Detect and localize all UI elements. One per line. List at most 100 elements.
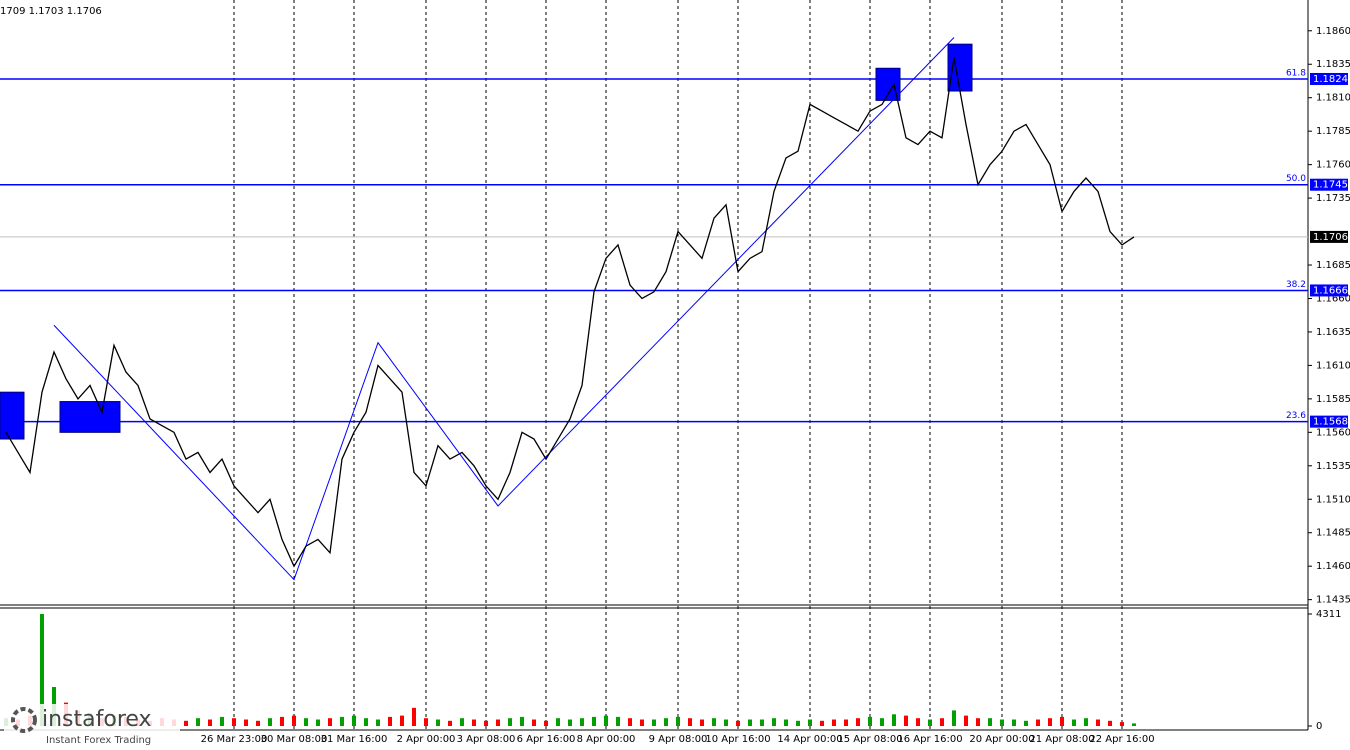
zone: [59, 401, 121, 433]
volume-bar: [556, 718, 560, 726]
y-tick-label: 1.1585: [1316, 394, 1350, 405]
volume-bar: [1036, 719, 1040, 726]
volume-bar: [544, 720, 548, 726]
logo-tagline: Instant Forex Trading: [46, 735, 151, 746]
y-tick-label: 1.1735: [1316, 193, 1350, 204]
logo-name: instaforex: [42, 707, 152, 732]
volume-bar: [976, 718, 980, 726]
current-price-box: [1310, 230, 1348, 243]
volume-bar: [1024, 720, 1028, 726]
volume-bar: [736, 720, 740, 726]
x-tick-label: 22 Apr 16:00: [1089, 734, 1154, 745]
volume-bar: [244, 719, 248, 726]
y-tick-label: 1.1560: [1316, 427, 1350, 438]
volume-bar: [1048, 718, 1052, 726]
volume-bar: [652, 719, 656, 726]
volume-bar: [916, 718, 920, 726]
x-tick-label: 31 Mar 16:00: [321, 734, 388, 745]
volume-bar: [628, 718, 632, 726]
y-tick-label: 1.1485: [1316, 528, 1350, 539]
volume-bar: [988, 718, 992, 726]
volume-bar: [1060, 716, 1064, 726]
x-tick-label: 2 Apr 00:00: [397, 734, 456, 745]
volume-bar: [592, 716, 596, 726]
volume-bar: [568, 719, 572, 726]
current-price-label: 1.1706: [1313, 232, 1348, 243]
volume-bar: [196, 718, 200, 726]
x-tick-label: 10 Apr 16:00: [705, 734, 770, 745]
x-tick-label: 8 Apr 00:00: [577, 734, 636, 745]
y-tick-label: 1.1510: [1316, 494, 1350, 505]
volume-bar: [712, 718, 716, 726]
volume-bar: [364, 718, 368, 726]
x-tick-label: 20 Apr 00:00: [969, 734, 1034, 745]
level-price-box: [1310, 178, 1348, 191]
volume-bar: [388, 716, 392, 726]
volume-bar: [724, 719, 728, 726]
volume-bar: [460, 718, 464, 726]
volume-bar: [220, 716, 224, 726]
volume-bar: [1108, 720, 1112, 726]
logo-icon: [11, 707, 37, 733]
volume-bar: [808, 719, 812, 726]
volume-bar: [448, 720, 452, 726]
level-price-box: [1310, 284, 1348, 297]
x-tick-label: 16 Apr 16:00: [897, 734, 962, 745]
volume-bar: [316, 719, 320, 726]
header: 1709 1.1703 1.1706: [0, 6, 102, 17]
y-tick-label: 1.1610: [1316, 360, 1350, 371]
volume-bar: [292, 715, 296, 726]
volume-bar: [1084, 718, 1088, 726]
level-price-label: 1.1824: [1313, 74, 1348, 85]
x-tick-label: 21 Apr 08:00: [1029, 734, 1094, 745]
volume-bar: [472, 719, 476, 726]
y-tick-label: 1.1635: [1316, 327, 1350, 338]
volume-bar: [880, 718, 884, 726]
volume-bar: [1012, 719, 1016, 726]
volume-bar: [304, 718, 308, 726]
y-tick-label: 1.1535: [1316, 461, 1350, 472]
y-tick-label: 1.1660: [1316, 293, 1350, 304]
volume-bar: [760, 719, 764, 726]
y-tick-label: 1.1785: [1316, 126, 1350, 137]
x-tick-label: 6 Apr 16:00: [517, 734, 576, 745]
volume-bar: [784, 719, 788, 726]
volume-bar: [1120, 722, 1124, 726]
level-price-box: [1310, 415, 1348, 428]
volume-bar: [868, 716, 872, 726]
volume-bar: [580, 718, 584, 726]
volume-bar: [856, 718, 860, 726]
volume-bar: [436, 719, 440, 726]
volume-bar: [940, 718, 944, 726]
y-tick-label: 1.1810: [1316, 93, 1350, 104]
fib-label: 38.2: [1286, 280, 1306, 290]
volume-bar: [1072, 719, 1076, 726]
volume-bar: [1000, 719, 1004, 726]
volume-bar: [928, 719, 932, 726]
level-price-box: [1310, 72, 1348, 85]
x-tick-label: 3 Apr 08:00: [457, 734, 516, 745]
y-tick-label: 1.1835: [1316, 59, 1350, 70]
volume-bar: [748, 719, 752, 726]
fib-label: 50.0: [1286, 174, 1306, 184]
volume-bar: [400, 715, 404, 726]
volume-tick-label: 4311: [1316, 609, 1341, 620]
volume-tick-label: 0: [1316, 721, 1322, 732]
level-price-label: 1.1745: [1313, 180, 1348, 191]
wave-line: [53, 37, 955, 581]
logo: instaforex Instant Forex Trading: [4, 704, 180, 746]
volume-bar: [280, 716, 284, 726]
volume-bar: [232, 718, 236, 726]
y-tick-label: 1.1685: [1316, 260, 1350, 271]
level-price-label: 1.1666: [1313, 285, 1348, 296]
volume-bar: [688, 718, 692, 726]
volume-bar: [520, 716, 524, 726]
x-tick-label: 9 Apr 08:00: [649, 734, 708, 745]
volume-bar: [508, 718, 512, 726]
price-line: [5, 57, 1135, 568]
volume-bar: [604, 715, 608, 726]
volume-bar: [832, 719, 836, 726]
volume-bar: [772, 718, 776, 726]
volume-bar: [664, 718, 668, 726]
fib-label: 23.6: [1286, 411, 1306, 421]
